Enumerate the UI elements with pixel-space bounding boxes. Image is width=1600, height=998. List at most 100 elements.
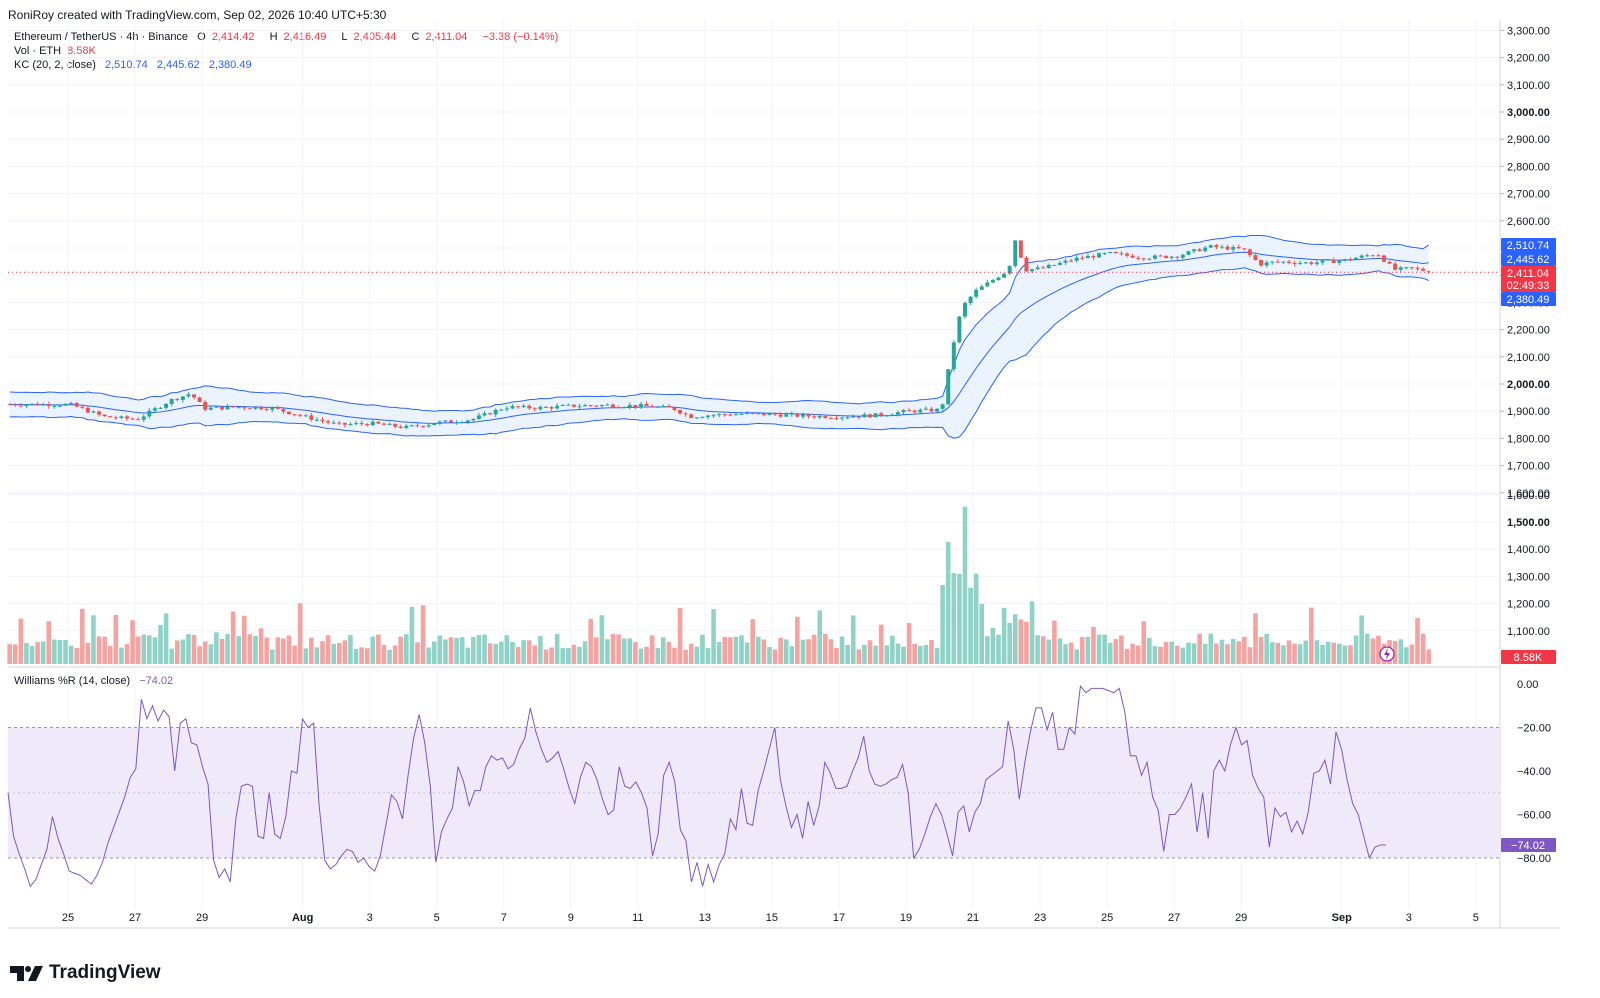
candle-body [1320, 260, 1325, 263]
candle-body [1203, 247, 1208, 252]
time-tick-label: 25 [1101, 912, 1113, 924]
volume-bar [426, 647, 431, 664]
candle-body [638, 403, 643, 407]
time-tick-label: 3 [367, 912, 373, 924]
candle-body [823, 415, 828, 418]
candle-body [806, 414, 811, 417]
volume-bar [705, 648, 711, 664]
volume-bar [929, 639, 934, 664]
time-tick-label: 23 [1034, 912, 1046, 924]
candle-body [683, 413, 688, 415]
candle-body [1119, 253, 1124, 255]
candle-body [303, 415, 308, 417]
candle-body [74, 402, 79, 407]
candle-body [627, 404, 632, 408]
candle-body [566, 404, 571, 406]
volume-legend[interactable]: Vol · ETH 8.58K [14, 45, 102, 57]
candle-body [812, 416, 817, 418]
volume-bar [800, 639, 806, 664]
candle-body [314, 419, 319, 421]
volume-tick-label: 1,400.00 [1507, 544, 1550, 556]
candle-body [219, 406, 224, 410]
time-tick-label: 29 [196, 912, 208, 924]
candle-body [728, 414, 733, 416]
candle-body [935, 408, 940, 412]
volume-bar [1163, 641, 1169, 664]
candle-body [1180, 254, 1185, 258]
candle-body [1175, 256, 1180, 258]
volume-bar [459, 637, 465, 664]
candle-body [1303, 262, 1308, 264]
candle-body [901, 410, 906, 413]
candle-body [700, 417, 705, 419]
volume-bar [147, 635, 152, 664]
candle-body [1130, 255, 1135, 258]
candle-body [1192, 249, 1197, 252]
volume-bar [57, 640, 63, 664]
low-label: L [341, 31, 348, 43]
candle-body [599, 405, 604, 407]
volume-bar [968, 587, 973, 664]
volume-bar [404, 634, 409, 664]
candle-body [644, 403, 649, 407]
volume-bar [174, 640, 180, 664]
kc-middle-value: 2,445.62 [156, 59, 200, 71]
candle-body [1074, 257, 1079, 261]
volume-bar [29, 645, 35, 664]
volume-bar [79, 608, 85, 664]
volume-tick-label: 1,100.00 [1507, 626, 1550, 638]
volume-bar [1398, 639, 1404, 664]
main-series-legend[interactable]: Ethereum / TetherUS · 4h · Binance O 2,41… [14, 31, 564, 43]
volume-bar [471, 636, 476, 664]
kc-label: KC (20, 2, close) [14, 59, 96, 71]
volume-bar [873, 645, 878, 664]
volume-bar [230, 611, 236, 664]
candle-body [108, 416, 113, 418]
volume-bar [348, 635, 353, 664]
volume-bar [1063, 644, 1068, 664]
time-tick-label: Sep [1332, 912, 1352, 924]
volume-bar [839, 636, 845, 664]
volume-bar [320, 641, 325, 664]
volume-bar [1376, 635, 1381, 664]
candle-body [476, 415, 481, 419]
candle-body [1108, 251, 1113, 254]
candle-body [1264, 262, 1269, 266]
kc-legend[interactable]: KC (20, 2, close) 2,510.74 2,445.62 2,38… [14, 59, 258, 71]
candle-body [968, 296, 973, 303]
candle-body [1136, 257, 1141, 259]
volume-bar [191, 635, 197, 664]
candle-body [594, 405, 599, 407]
volume-bar [1392, 640, 1398, 664]
volume-bar [52, 639, 57, 664]
candle-body [571, 404, 576, 407]
volume-bar [281, 638, 286, 664]
candle-body [996, 277, 1001, 281]
volume-bar [1269, 642, 1275, 664]
candle-body [35, 403, 40, 406]
candle-body [868, 414, 873, 418]
time-tick-label: 25 [62, 912, 74, 924]
candle-body [236, 407, 241, 409]
candle-body [789, 413, 794, 415]
candle-body [767, 413, 772, 416]
volume-bar [627, 638, 633, 664]
candle-body [1197, 249, 1202, 252]
candle-body [348, 424, 353, 426]
volume-bar [1247, 647, 1253, 664]
candle-body [1314, 262, 1319, 265]
candle-body [1041, 267, 1046, 269]
candle-body [247, 408, 252, 410]
volume-bar [1197, 633, 1202, 664]
volume-badge-bg [1501, 650, 1556, 664]
williams-badge: −74.02 [1511, 840, 1545, 852]
candle-body [41, 404, 46, 406]
williams-legend[interactable]: Williams %R (14, close) −74.02 [14, 675, 179, 687]
volume-bar [778, 637, 783, 664]
volume-bar [1012, 614, 1018, 664]
candle-body [705, 415, 710, 418]
volume-bar [1214, 643, 1219, 664]
volume-bar [1258, 637, 1264, 664]
volume-bar [336, 643, 342, 664]
